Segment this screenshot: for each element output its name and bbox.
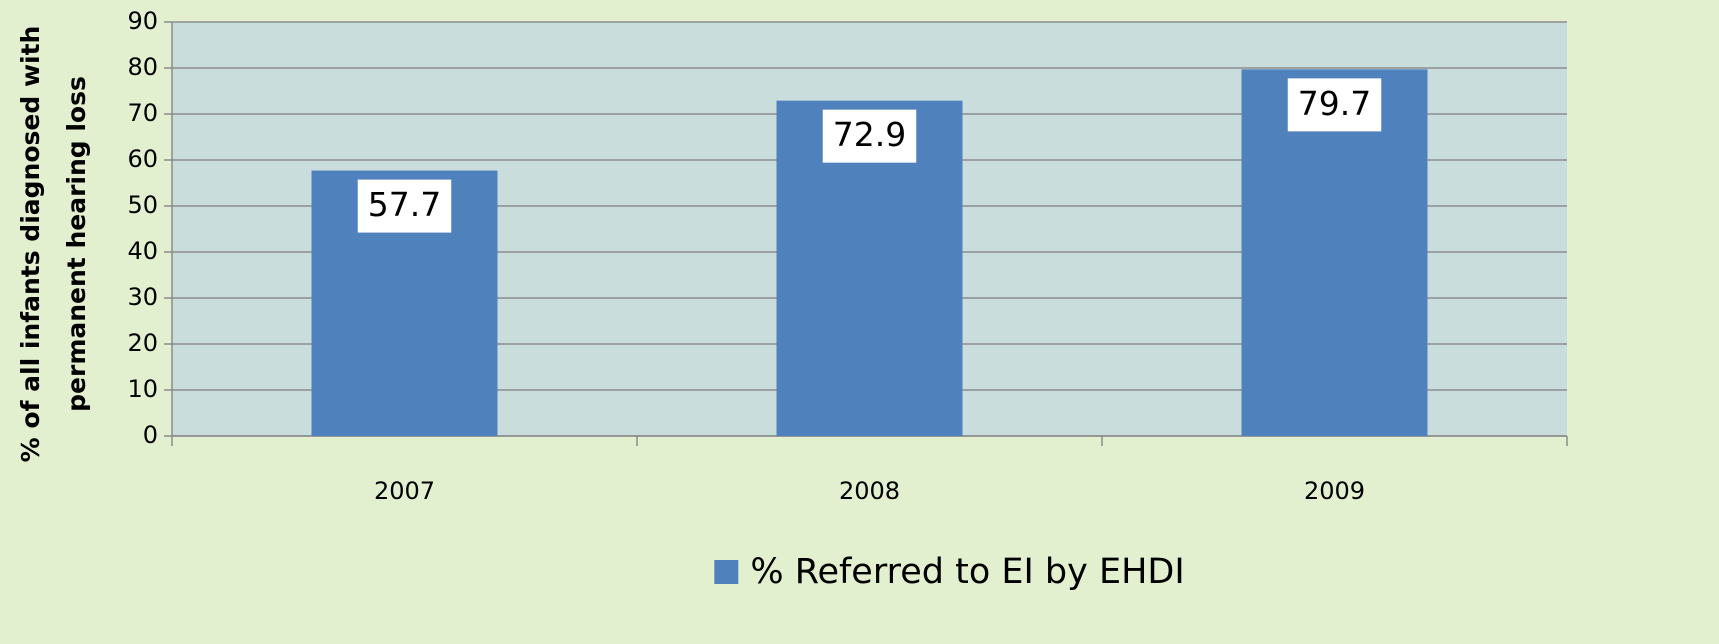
- data-label: 79.7: [1287, 78, 1382, 132]
- data-label: 57.7: [357, 179, 452, 233]
- y-tick-label: 80: [127, 53, 158, 81]
- y-tick-label: 70: [127, 99, 158, 127]
- data-label: 72.9: [822, 109, 917, 163]
- x-tick-label: 2007: [374, 477, 435, 505]
- y-tick-label: 90: [127, 7, 158, 35]
- data-label-box: [357, 179, 452, 233]
- data-label-text: 79.7: [1298, 84, 1371, 123]
- y-tick-label: 30: [127, 283, 158, 311]
- y-axis-label: % of all infants diagnosed with permanen…: [16, 26, 91, 463]
- data-label-text: 57.7: [368, 185, 441, 224]
- x-tick-label: 2009: [1304, 477, 1365, 505]
- y-label-line: permanent hearing loss: [62, 76, 91, 412]
- data-label-text: 72.9: [833, 115, 906, 154]
- legend-label: % Referred to EI by EHDI: [750, 552, 1184, 592]
- legend-swatch: [714, 560, 739, 584]
- y-tick-label: 10: [127, 375, 158, 403]
- data-label-box: [822, 109, 917, 163]
- y-label-line: % of all infants diagnosed with: [16, 26, 45, 463]
- y-tick-label: 50: [127, 191, 158, 219]
- y-tick-label: 60: [127, 145, 158, 173]
- y-tick-label: 0: [143, 421, 158, 449]
- y-tick-label: 20: [127, 329, 158, 357]
- x-tick-label: 2008: [839, 477, 900, 505]
- y-tick-label: 40: [127, 237, 158, 265]
- data-label-box: [1287, 78, 1382, 132]
- legend: % Referred to EI by EHDI: [714, 552, 1185, 592]
